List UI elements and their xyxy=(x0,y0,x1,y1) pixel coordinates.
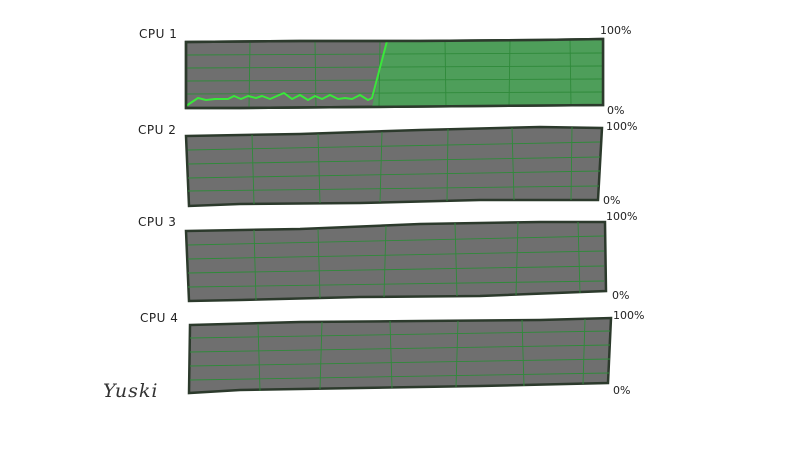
cpu4-panel xyxy=(187,316,613,395)
cpu4-min-label: 0% xyxy=(613,384,631,397)
cpu4-graph xyxy=(187,316,613,395)
cpu1-min-label: 0% xyxy=(607,104,625,117)
cpu3-min-label: 0% xyxy=(612,289,630,302)
signature: Yuski xyxy=(103,380,159,402)
cpu1-graph xyxy=(184,37,605,110)
cpu1-load-line xyxy=(185,40,388,107)
cpu2-min-label: 0% xyxy=(603,194,621,207)
cpu4-label: CPU 4 xyxy=(140,311,179,325)
cpu4-max-label: 100% xyxy=(613,309,645,322)
cpu3-graph xyxy=(184,220,608,303)
cpu1-max-label: 100% xyxy=(600,24,632,37)
cpu3-grid xyxy=(187,221,605,301)
cpu2-label: CPU 2 xyxy=(138,123,177,137)
cpu2-grid xyxy=(187,126,601,205)
cpu2-max-label: 100% xyxy=(606,120,638,133)
cpu1-label: CPU 1 xyxy=(139,27,178,41)
cpu2-graph xyxy=(184,125,604,208)
cpu2-panel xyxy=(184,125,604,208)
cpu4-grid xyxy=(189,318,611,392)
cpu3-max-label: 100% xyxy=(606,210,638,223)
cpu1-load-area xyxy=(372,39,603,107)
cpu3-panel xyxy=(184,220,608,303)
cpu3-label: CPU 3 xyxy=(138,215,177,229)
